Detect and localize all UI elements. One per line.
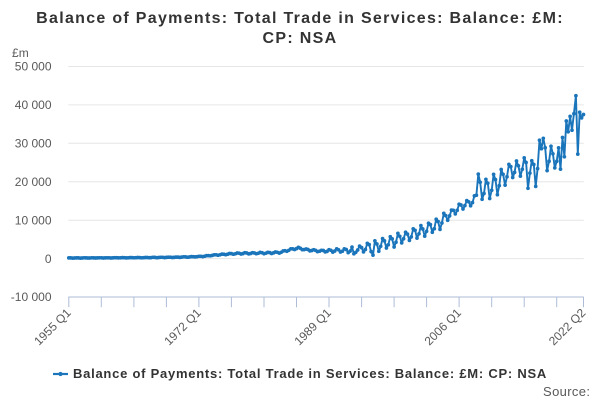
svg-text:1989 Q1: 1989 Q1 (291, 305, 334, 348)
svg-text:30 000: 30 000 (15, 137, 52, 151)
svg-text:20 000: 20 000 (15, 175, 52, 189)
svg-text:10 000: 10 000 (15, 213, 52, 227)
svg-text:-10 000: -10 000 (11, 290, 52, 304)
svg-text:50 000: 50 000 (15, 60, 52, 74)
svg-text:2006 Q1: 2006 Q1 (422, 305, 465, 348)
svg-text:40 000: 40 000 (15, 98, 52, 112)
svg-text:£m: £m (12, 46, 29, 60)
svg-text:1955 Q1: 1955 Q1 (31, 305, 74, 348)
svg-text:0: 0 (45, 252, 52, 266)
svg-text:1972 Q1: 1972 Q1 (161, 305, 204, 348)
svg-text:2022 Q2: 2022 Q2 (546, 305, 589, 348)
